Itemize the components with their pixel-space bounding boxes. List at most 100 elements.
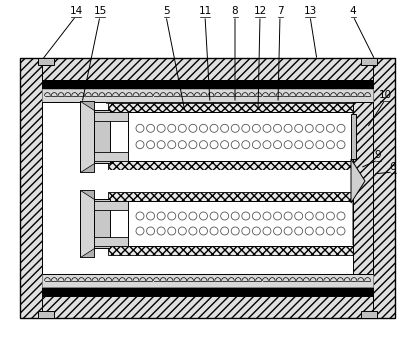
Bar	[108, 246, 355, 255]
Circle shape	[337, 124, 345, 132]
Circle shape	[274, 141, 282, 149]
Circle shape	[189, 124, 197, 132]
Circle shape	[178, 141, 186, 149]
Text: 6: 6	[390, 162, 396, 172]
Polygon shape	[80, 190, 94, 199]
Bar	[108, 161, 355, 170]
Circle shape	[146, 141, 155, 149]
Circle shape	[157, 124, 165, 132]
Circle shape	[337, 227, 345, 235]
Circle shape	[231, 124, 239, 132]
Circle shape	[253, 212, 260, 220]
Circle shape	[284, 227, 292, 235]
Circle shape	[220, 141, 229, 149]
Bar	[38, 58, 54, 65]
Circle shape	[295, 141, 303, 149]
Circle shape	[316, 212, 324, 220]
Circle shape	[305, 212, 313, 220]
Bar	[42, 287, 373, 296]
Circle shape	[242, 141, 250, 149]
Circle shape	[200, 124, 208, 132]
Bar	[353, 112, 370, 161]
Bar	[94, 110, 110, 163]
Circle shape	[263, 227, 271, 235]
Circle shape	[263, 124, 271, 132]
Bar	[20, 296, 395, 318]
Circle shape	[146, 212, 155, 220]
Circle shape	[274, 227, 282, 235]
Circle shape	[327, 227, 334, 235]
Bar	[351, 114, 356, 159]
Polygon shape	[353, 202, 371, 245]
Polygon shape	[351, 159, 365, 203]
Circle shape	[178, 124, 186, 132]
Circle shape	[327, 124, 334, 132]
Bar	[42, 80, 373, 89]
Circle shape	[284, 141, 292, 149]
Circle shape	[284, 212, 292, 220]
Circle shape	[253, 227, 260, 235]
Circle shape	[200, 141, 208, 149]
Text: 14: 14	[69, 6, 83, 16]
Circle shape	[178, 227, 186, 235]
Circle shape	[305, 227, 313, 235]
Bar	[106, 170, 355, 274]
Circle shape	[157, 141, 165, 149]
Bar	[353, 102, 373, 274]
Bar	[94, 237, 128, 246]
Circle shape	[220, 212, 229, 220]
Polygon shape	[80, 101, 94, 110]
Circle shape	[189, 227, 197, 235]
Circle shape	[168, 141, 176, 149]
Circle shape	[189, 141, 197, 149]
Circle shape	[136, 212, 144, 220]
Circle shape	[157, 212, 165, 220]
Circle shape	[210, 227, 218, 235]
Bar	[108, 103, 355, 112]
Bar	[106, 102, 355, 103]
Circle shape	[337, 141, 345, 149]
Circle shape	[168, 124, 176, 132]
Circle shape	[220, 124, 229, 132]
Bar	[108, 192, 355, 201]
Text: 11: 11	[198, 6, 212, 16]
Circle shape	[253, 141, 260, 149]
Circle shape	[295, 124, 303, 132]
Circle shape	[220, 227, 229, 235]
Circle shape	[316, 124, 324, 132]
Text: 15: 15	[93, 6, 106, 16]
Circle shape	[337, 212, 345, 220]
Bar	[42, 102, 373, 274]
Circle shape	[136, 141, 144, 149]
Circle shape	[274, 124, 282, 132]
Bar	[373, 58, 395, 318]
Bar	[128, 112, 353, 161]
Bar	[42, 89, 373, 102]
Circle shape	[316, 141, 324, 149]
Circle shape	[231, 227, 239, 235]
Circle shape	[189, 212, 197, 220]
Circle shape	[305, 141, 313, 149]
Circle shape	[242, 212, 250, 220]
Bar	[361, 311, 377, 318]
Circle shape	[168, 212, 176, 220]
Circle shape	[168, 227, 176, 235]
Bar	[94, 199, 110, 248]
Circle shape	[157, 227, 165, 235]
Circle shape	[284, 124, 292, 132]
Circle shape	[231, 141, 239, 149]
Circle shape	[231, 212, 239, 220]
Bar	[42, 274, 373, 287]
Circle shape	[327, 141, 334, 149]
Circle shape	[200, 212, 208, 220]
Polygon shape	[80, 163, 94, 172]
Bar	[128, 201, 353, 246]
Circle shape	[136, 227, 144, 235]
Circle shape	[295, 212, 303, 220]
Circle shape	[263, 212, 271, 220]
Circle shape	[210, 124, 218, 132]
Bar	[94, 112, 128, 121]
Circle shape	[178, 212, 186, 220]
Circle shape	[263, 141, 271, 149]
Text: 13: 13	[303, 6, 317, 16]
